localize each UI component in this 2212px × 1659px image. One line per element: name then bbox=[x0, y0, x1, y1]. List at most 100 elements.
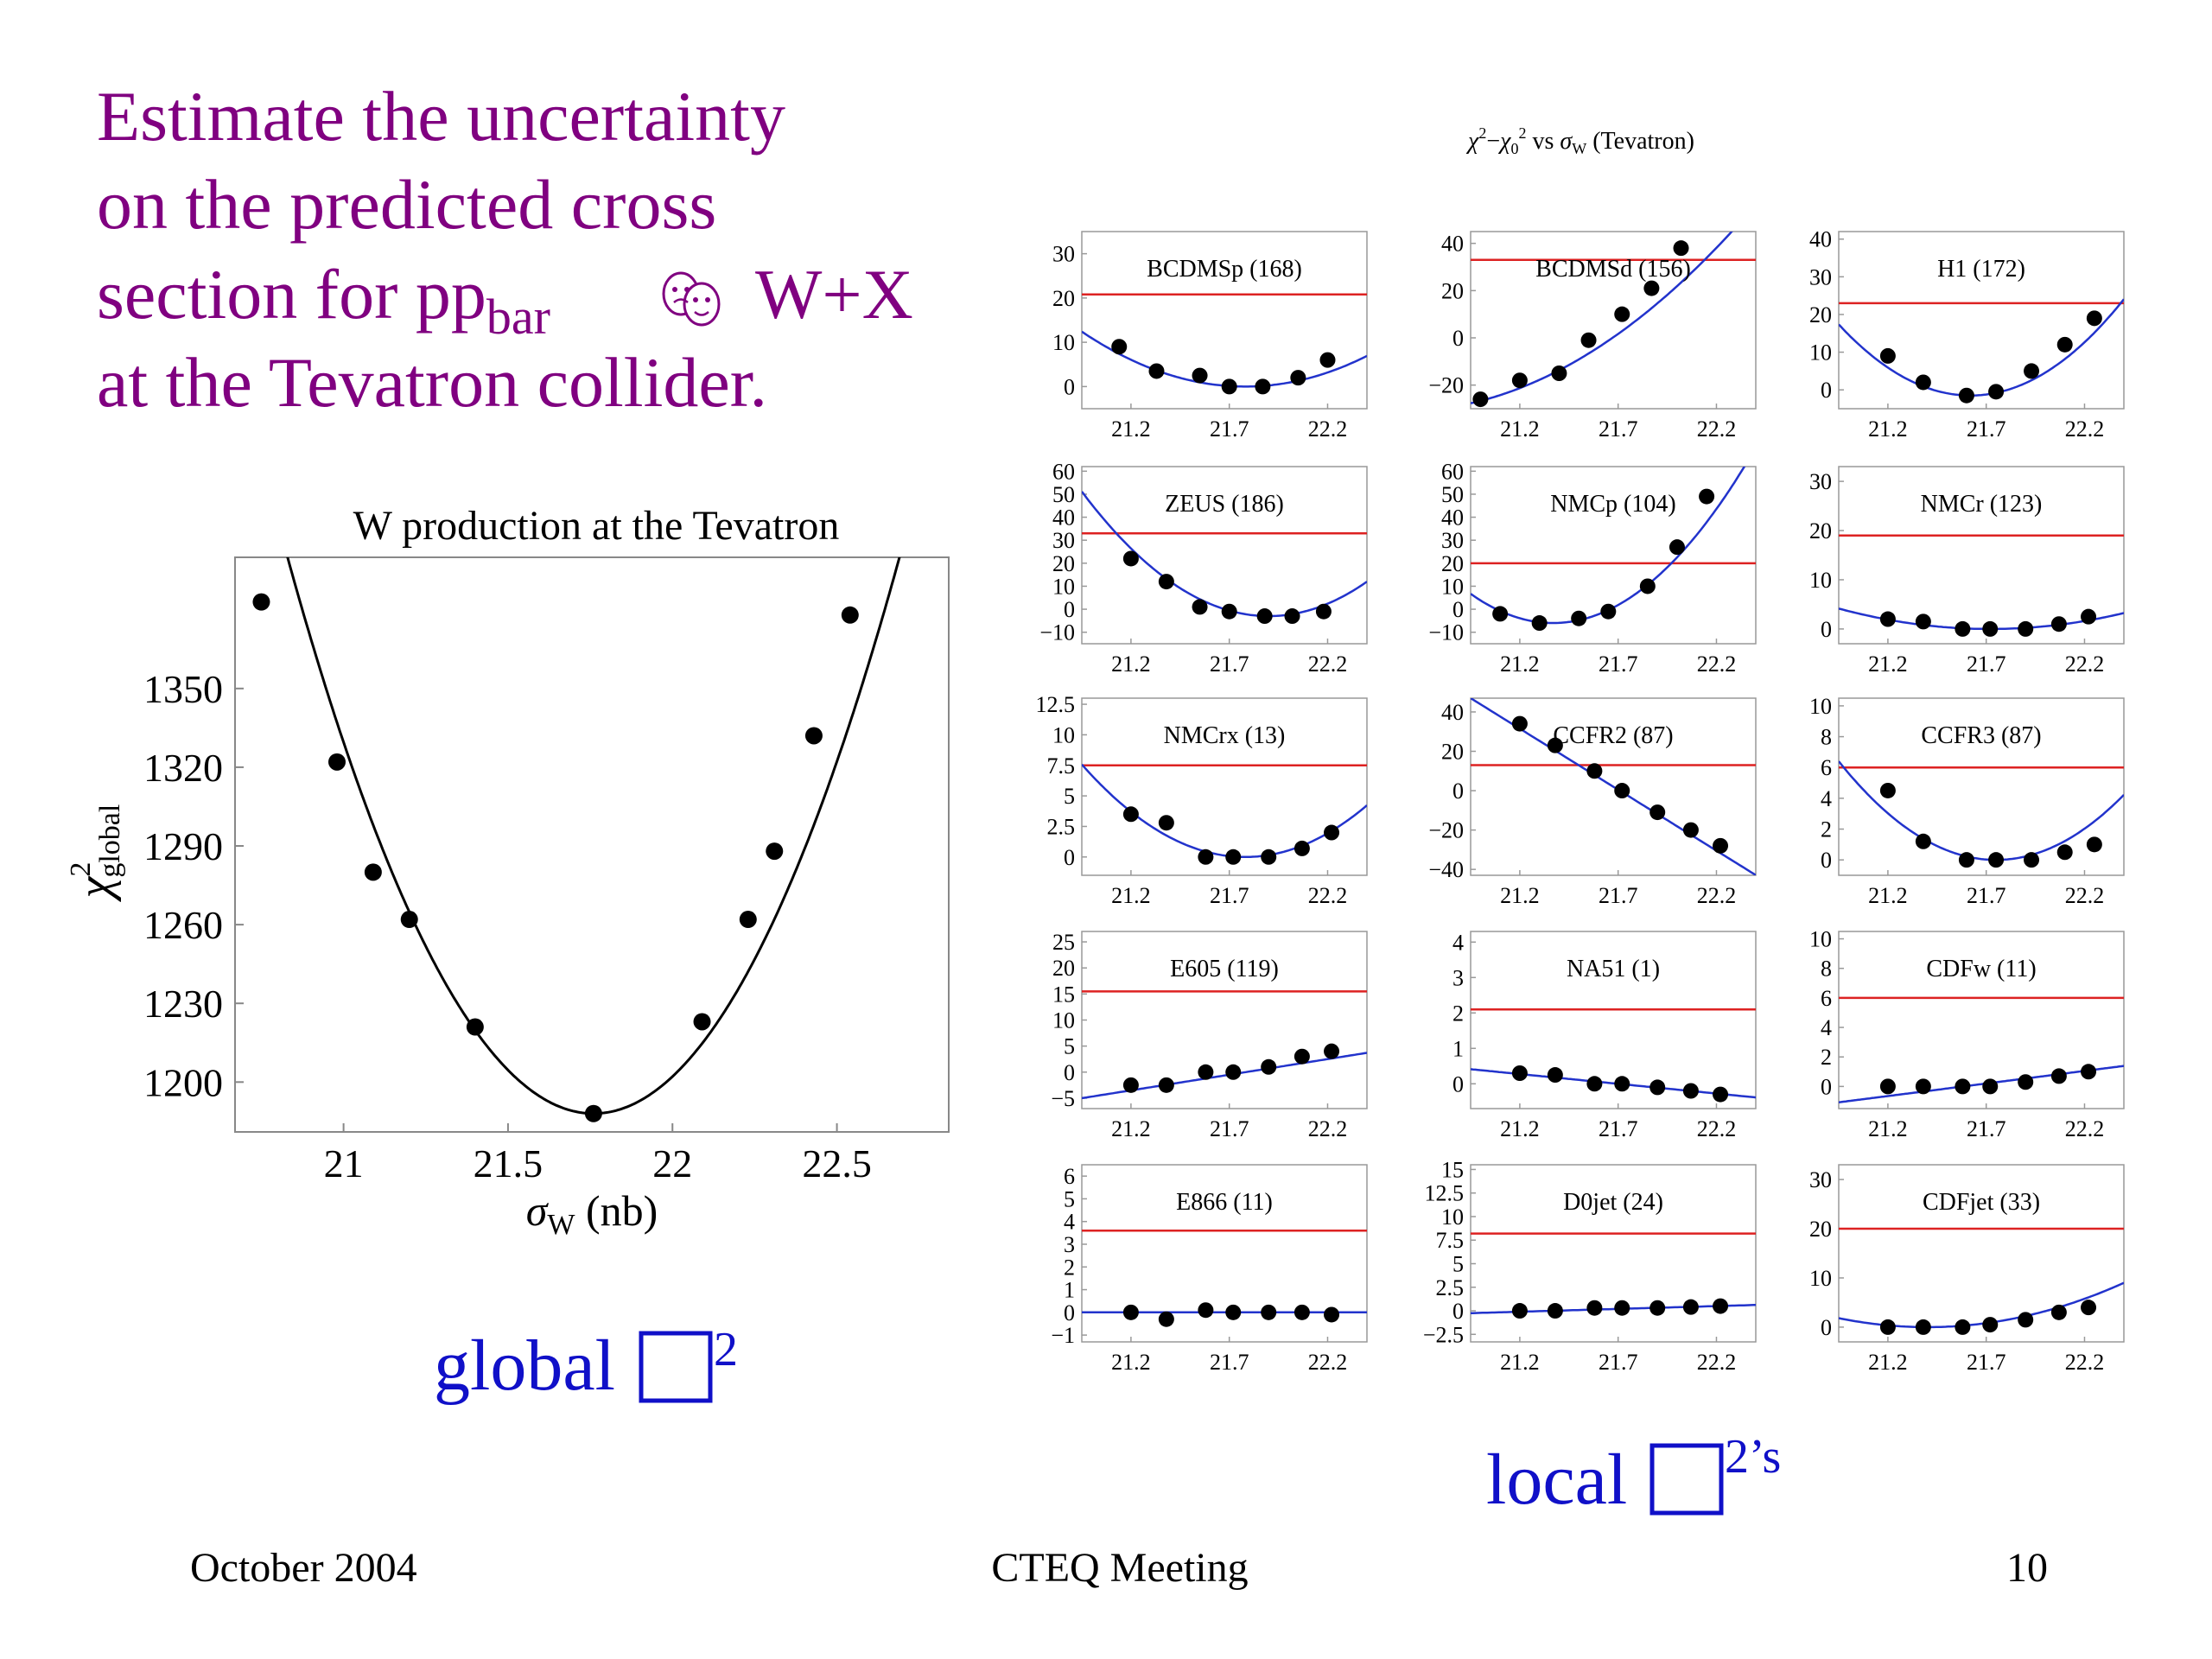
panel-x-tick-label: 22.2 bbox=[1697, 883, 1737, 908]
panel-label: NMCp (104) bbox=[1550, 491, 1675, 518]
panel-y-tick-label: 30 bbox=[1809, 264, 1832, 289]
panel-data-point bbox=[1198, 1302, 1214, 1319]
panel-y-tick-label: 40 bbox=[1441, 505, 1464, 531]
panel-data-point bbox=[1158, 574, 1174, 590]
panel-data-point bbox=[2050, 1068, 2067, 1084]
panel-data-point bbox=[1673, 240, 1689, 257]
panel-data-point bbox=[1614, 783, 1630, 799]
x-label-unit: (nb) bbox=[575, 1186, 658, 1235]
panel-data-point bbox=[1649, 1079, 1666, 1096]
panel-label: NMCr (123) bbox=[1921, 491, 2043, 518]
panel-frame bbox=[1081, 466, 1368, 645]
grid-title-w: W bbox=[1572, 140, 1586, 157]
panel-y-tick-label: −40 bbox=[1428, 857, 1464, 882]
panel-x-tick-label: 21.7 bbox=[1967, 883, 2006, 908]
panel-frame bbox=[1838, 931, 2125, 1109]
panel-frame bbox=[1838, 1164, 2125, 1343]
panel-data-point bbox=[1879, 611, 1896, 627]
panel-x-tick-label: 22.2 bbox=[2065, 883, 2105, 908]
panel-data-point bbox=[1122, 550, 1139, 567]
panel-data-point bbox=[1319, 352, 1336, 368]
panel-x-tick-label: 21.2 bbox=[1868, 1116, 1908, 1141]
panel-y-tick-label: −5 bbox=[1051, 1086, 1075, 1111]
panel-data-point bbox=[2081, 1300, 2097, 1316]
local-panel: 0 10 20 30 21.2 21.7 22.2 CDFjet (33) bbox=[1809, 1164, 2125, 1375]
panel-y-tick-label: 3 bbox=[1452, 965, 1464, 990]
panel-data-point bbox=[1614, 306, 1630, 322]
panel-y-tick-label: 30 bbox=[1809, 469, 1832, 494]
panel-x-tick-label: 21.2 bbox=[1111, 1350, 1151, 1375]
panel-x-tick-label: 21.7 bbox=[1967, 1116, 2006, 1141]
masks-icon bbox=[662, 271, 721, 327]
panel-y-tick-label: 0 bbox=[1821, 848, 1832, 873]
panel-data-point bbox=[1261, 1304, 1277, 1320]
main-points bbox=[252, 593, 859, 1122]
panel-x-tick-label: 21.2 bbox=[1111, 1116, 1151, 1141]
panel-x-tick-label: 21.7 bbox=[1599, 883, 1638, 908]
panel-y-tick-label: 10 bbox=[1809, 568, 1832, 593]
panel-y-tick-label: 8 bbox=[1821, 725, 1832, 750]
panel-frame bbox=[1470, 1164, 1757, 1343]
panel-x-tick-label: 22.2 bbox=[1308, 416, 1348, 442]
panel-label: NA51 (1) bbox=[1567, 956, 1660, 982]
panel-y-tick-label: 1 bbox=[1064, 1278, 1075, 1303]
panel-data-point bbox=[1649, 1300, 1666, 1316]
panel-data-point bbox=[1571, 610, 1587, 626]
panel-data-point bbox=[1614, 1076, 1630, 1092]
panel-x-tick-label: 21.2 bbox=[1500, 1350, 1540, 1375]
panel-frame bbox=[1838, 466, 2125, 645]
panel-data-point bbox=[2056, 336, 2073, 353]
main-data-point bbox=[328, 753, 346, 771]
panel-y-tick-label: 30 bbox=[1052, 242, 1075, 267]
panel-data-point bbox=[1225, 849, 1242, 865]
panel-data-point bbox=[1122, 1077, 1139, 1093]
panel-y-tick-label: 2 bbox=[1821, 1045, 1832, 1070]
panel-y-tick-label: 2.5 bbox=[1047, 814, 1076, 839]
panel-x-tick-label: 21.7 bbox=[1599, 1350, 1638, 1375]
panel-y-tick-label: 2 bbox=[1064, 1255, 1075, 1280]
panel-frame bbox=[1081, 697, 1368, 876]
panel-y-tick-label: 8 bbox=[1821, 957, 1832, 982]
panel-x-tick-label: 22.2 bbox=[2065, 416, 2105, 442]
main-y-tick-label: 1260 bbox=[143, 903, 223, 947]
panel-y-tick-label: 20 bbox=[1809, 1217, 1832, 1242]
panel-x-tick-label: 22.2 bbox=[2065, 652, 2105, 677]
panel-x-tick-label: 21.7 bbox=[1599, 416, 1638, 442]
panel-y-tick-label: 6 bbox=[1064, 1164, 1075, 1189]
panel-y-tick-label: 60 bbox=[1052, 459, 1075, 484]
panel-y-tick-label: 5 bbox=[1452, 1251, 1464, 1276]
panel-y-tick-label: 6 bbox=[1821, 755, 1832, 780]
panel-y-tick-label: 40 bbox=[1052, 505, 1075, 531]
panel-data-point bbox=[1547, 1067, 1563, 1084]
main-x-tick-label: 22 bbox=[652, 1141, 692, 1185]
panel-y-tick-label: 0 bbox=[1064, 845, 1075, 870]
panel-x-tick-label: 21.7 bbox=[1210, 416, 1249, 442]
panel-data-point bbox=[1586, 1076, 1603, 1092]
panel-data-point bbox=[1915, 1078, 1931, 1095]
main-x-tick-label: 21 bbox=[324, 1141, 364, 1185]
panel-y-tick-label: 20 bbox=[1052, 956, 1075, 981]
title-line-4: at the Tevatron collider. bbox=[97, 343, 767, 422]
local-chi2-label: local 2’s bbox=[1486, 1430, 1781, 1520]
panel-frame bbox=[1470, 231, 1757, 410]
panel-y-tick-label: 10 bbox=[1052, 1008, 1075, 1033]
panel-data-point bbox=[1472, 391, 1489, 408]
panel-data-point bbox=[1982, 1078, 1999, 1095]
local-panel: 0 2.5 5 7.5 10 12.5 21.2 21.7 22.2 NMCrx (13) bbox=[1036, 692, 1368, 908]
panel-data-point bbox=[1988, 852, 2005, 868]
local-label: local bbox=[1486, 1440, 1627, 1520]
panel-x-tick-label: 21.7 bbox=[1210, 1116, 1249, 1141]
panel-x-tick-label: 21.2 bbox=[1868, 1350, 1908, 1375]
panel-data-point bbox=[1148, 363, 1165, 379]
panel-y-tick-label: 10 bbox=[1441, 1205, 1464, 1230]
panel-data-point bbox=[1915, 1319, 1931, 1335]
panel-data-point bbox=[1699, 488, 1715, 505]
main-y-ticks: 1200 1230 1260 1290 1320 1350 bbox=[143, 667, 244, 1104]
panel-data-point bbox=[1586, 763, 1603, 779]
panel-x-tick-label: 22.2 bbox=[2065, 1116, 2105, 1141]
panel-y-tick-label: 7.5 bbox=[1436, 1228, 1465, 1253]
panel-data-point bbox=[1982, 1317, 1999, 1333]
panel-data-point bbox=[1547, 1303, 1563, 1319]
